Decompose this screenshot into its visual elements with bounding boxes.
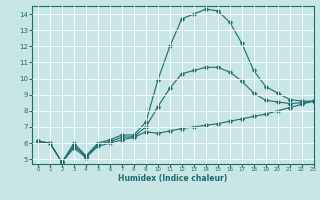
X-axis label: Humidex (Indice chaleur): Humidex (Indice chaleur) — [118, 174, 228, 183]
